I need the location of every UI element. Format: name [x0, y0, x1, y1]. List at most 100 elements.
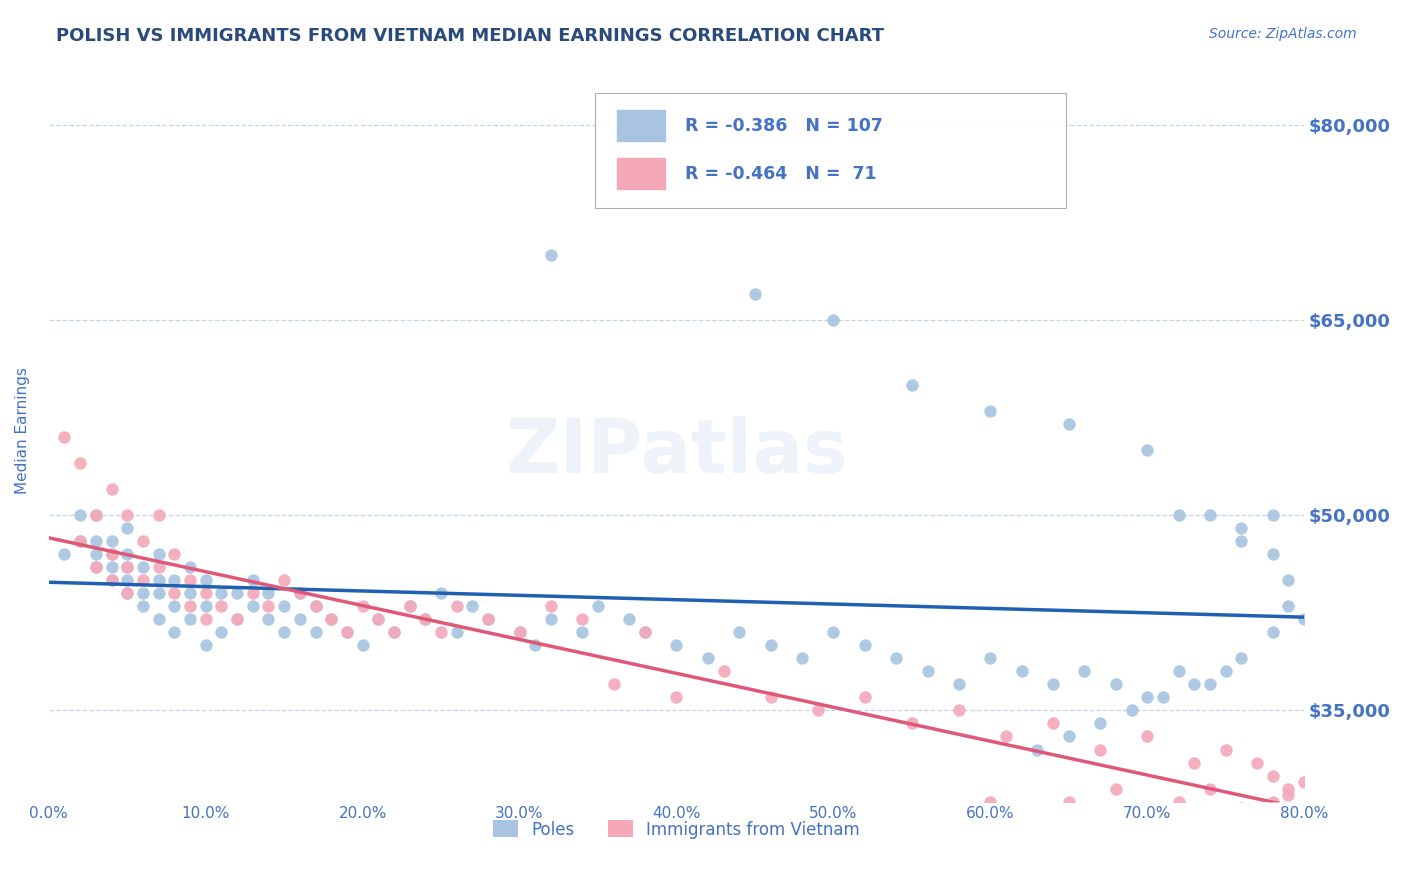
- Point: [367, 612, 389, 626]
- Point: [1230, 651, 1253, 665]
- Point: [1042, 716, 1064, 731]
- Point: [979, 651, 1001, 665]
- FancyBboxPatch shape: [595, 93, 1066, 208]
- Point: [540, 612, 562, 626]
- Point: [194, 599, 217, 614]
- Point: [509, 625, 531, 640]
- Point: [336, 625, 359, 640]
- Point: [665, 690, 688, 705]
- Point: [115, 586, 138, 600]
- Point: [853, 639, 876, 653]
- Point: [132, 574, 155, 588]
- Point: [194, 586, 217, 600]
- Point: [226, 586, 249, 600]
- Point: [132, 534, 155, 549]
- Point: [759, 639, 782, 653]
- Point: [728, 625, 751, 640]
- Point: [1088, 716, 1111, 731]
- Point: [1261, 508, 1284, 523]
- Legend: Poles, Immigrants from Vietnam: Poles, Immigrants from Vietnam: [486, 814, 866, 846]
- Point: [336, 625, 359, 640]
- Point: [1261, 795, 1284, 809]
- Point: [1261, 547, 1284, 561]
- Point: [1182, 756, 1205, 770]
- Point: [1057, 795, 1080, 809]
- Point: [1011, 665, 1033, 679]
- Point: [884, 651, 907, 665]
- Point: [179, 599, 201, 614]
- Point: [100, 534, 122, 549]
- Point: [713, 665, 735, 679]
- Point: [100, 574, 122, 588]
- Point: [1230, 534, 1253, 549]
- Point: [1105, 677, 1128, 691]
- Point: [242, 599, 264, 614]
- Point: [53, 430, 76, 444]
- Point: [257, 586, 280, 600]
- Point: [917, 665, 939, 679]
- Point: [367, 612, 389, 626]
- Point: [1136, 443, 1159, 458]
- Point: [84, 547, 107, 561]
- Point: [273, 574, 295, 588]
- Point: [1011, 807, 1033, 822]
- Text: POLISH VS IMMIGRANTS FROM VIETNAM MEDIAN EARNINGS CORRELATION CHART: POLISH VS IMMIGRANTS FROM VIETNAM MEDIAN…: [56, 27, 884, 45]
- Point: [1215, 665, 1237, 679]
- Point: [948, 703, 970, 717]
- Point: [1136, 690, 1159, 705]
- Point: [790, 651, 813, 665]
- Point: [194, 639, 217, 653]
- Point: [1026, 742, 1049, 756]
- Point: [132, 560, 155, 574]
- Point: [273, 599, 295, 614]
- Point: [1199, 781, 1222, 796]
- Point: [163, 574, 186, 588]
- Point: [100, 574, 122, 588]
- Point: [352, 599, 374, 614]
- Point: [1261, 768, 1284, 782]
- Point: [586, 599, 609, 614]
- Point: [1230, 521, 1253, 535]
- Point: [115, 508, 138, 523]
- Point: [84, 560, 107, 574]
- Point: [242, 574, 264, 588]
- Point: [665, 639, 688, 653]
- Point: [148, 574, 170, 588]
- Point: [634, 625, 657, 640]
- Point: [1057, 417, 1080, 431]
- Point: [194, 612, 217, 626]
- Point: [979, 795, 1001, 809]
- Point: [257, 612, 280, 626]
- Point: [1105, 781, 1128, 796]
- Point: [209, 599, 232, 614]
- Point: [115, 586, 138, 600]
- Point: [1261, 625, 1284, 640]
- Point: [194, 574, 217, 588]
- Point: [509, 625, 531, 640]
- Point: [382, 625, 405, 640]
- Point: [540, 248, 562, 262]
- Point: [1088, 742, 1111, 756]
- Point: [115, 560, 138, 574]
- Point: [1167, 508, 1189, 523]
- Point: [100, 547, 122, 561]
- Point: [84, 534, 107, 549]
- Point: [100, 560, 122, 574]
- Point: [226, 612, 249, 626]
- Point: [288, 586, 311, 600]
- Point: [115, 521, 138, 535]
- Point: [1167, 665, 1189, 679]
- Point: [759, 690, 782, 705]
- Point: [226, 612, 249, 626]
- Point: [1152, 690, 1174, 705]
- Point: [382, 625, 405, 640]
- Point: [163, 547, 186, 561]
- Point: [398, 599, 420, 614]
- Point: [132, 599, 155, 614]
- Point: [163, 625, 186, 640]
- Point: [446, 625, 468, 640]
- Point: [321, 612, 343, 626]
- Point: [1199, 677, 1222, 691]
- Point: [69, 534, 91, 549]
- Point: [257, 599, 280, 614]
